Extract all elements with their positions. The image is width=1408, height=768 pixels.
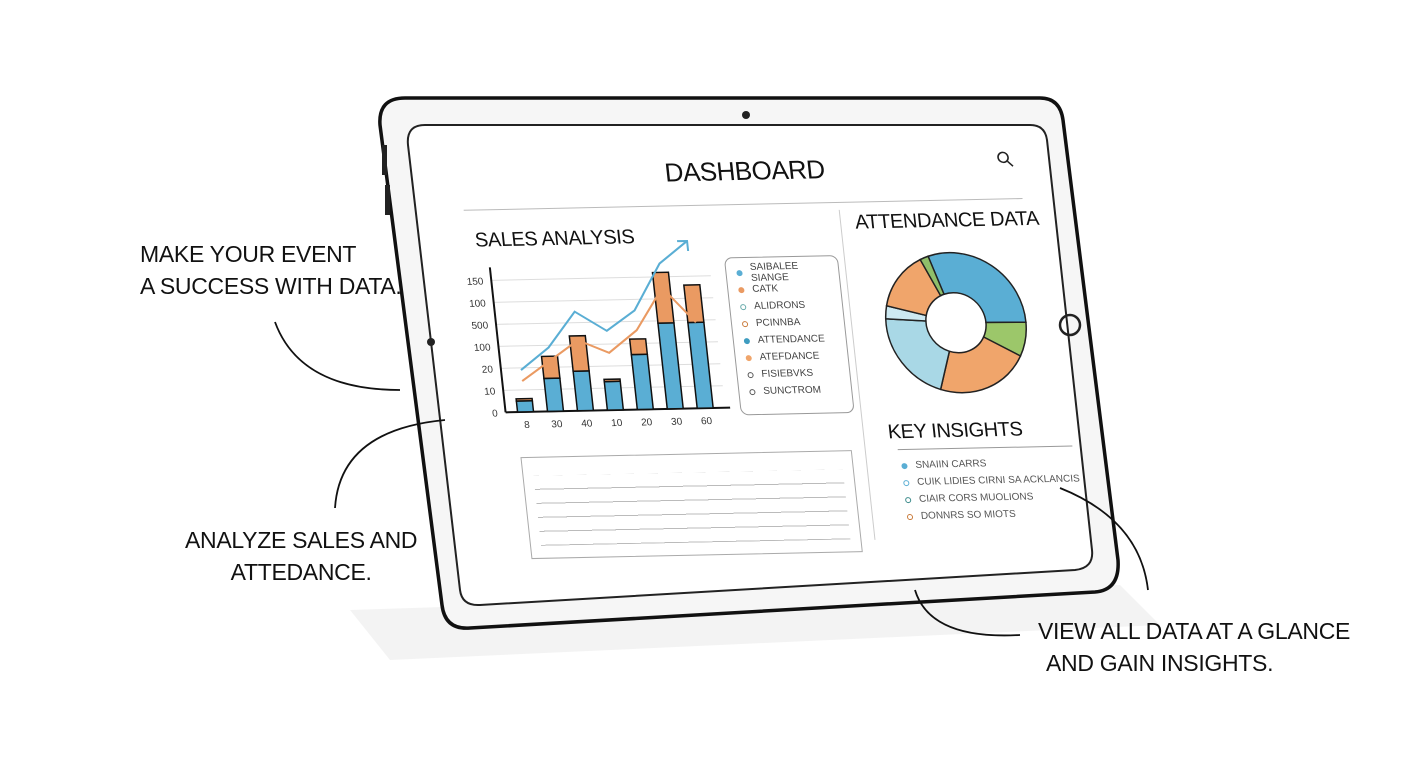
callout-line-1: MAKE YOUR EVENT [140, 241, 357, 267]
bar-segment [657, 322, 685, 410]
bar-segment [628, 338, 649, 356]
legend-label: PCINNBA [755, 316, 801, 329]
legend-label: ALIDRONS [753, 299, 806, 312]
attendance-donut-chart [884, 251, 1027, 394]
trend-line [521, 286, 697, 382]
y-axis [488, 267, 507, 413]
arrow-icon [676, 239, 690, 251]
bar-segment [603, 378, 622, 383]
callout-line-2: A SUCCESS WITH DATA. [140, 273, 402, 299]
trend-line [520, 240, 688, 371]
legend-label: SUNCTROM [762, 384, 822, 397]
y-tick-label: 100 [469, 299, 487, 310]
bar-segment [630, 353, 655, 411]
power-button[interactable] [385, 185, 390, 215]
y-tick-label: 100 [473, 343, 491, 354]
callout-bottom-left: ANALYZE SALES AND ATTEDANCE. [185, 524, 418, 588]
insight-label: CIAIR CORS MUOLIONS [918, 491, 1034, 505]
gridline [498, 341, 719, 347]
insight-label: CUIK LIDIES CIRNI SA ACKLANCIS [916, 473, 1081, 488]
callout-line-bottom [914, 589, 1021, 637]
callout-line-2: AND GAIN INSIGHTS. [1046, 650, 1274, 676]
insight-label: SNAIIN CARRS [914, 458, 987, 471]
y-tick-label: 10 [484, 386, 497, 397]
legend-label: FISIEBVKS [760, 367, 814, 380]
home-button[interactable] [1058, 313, 1082, 337]
bar-segment [543, 377, 565, 413]
bullet-icon [901, 462, 908, 469]
legend-label: ATEFDANCE [759, 350, 820, 363]
insights-divider [897, 445, 1073, 451]
bar-segment [515, 399, 535, 413]
y-tick-label: 0 [492, 408, 499, 419]
x-tick-label: 30 [551, 419, 564, 430]
donut-slice [884, 317, 951, 391]
bar-segment [687, 321, 714, 410]
y-tick-label: 20 [481, 365, 494, 376]
callout-line-2: ATTEDANCE. [230, 559, 372, 585]
insight-label: DONNRS SO MIOTS [920, 508, 1017, 522]
bar-segment [515, 397, 534, 402]
bar-segment [572, 370, 595, 412]
gridline [491, 275, 711, 281]
x-tick-label: 40 [581, 419, 594, 430]
callout-line-1: VIEW ALL DATA AT A GLANCE [1038, 618, 1351, 644]
camera-icon [742, 111, 750, 119]
insight-item: DONNRS SO MIOTS [906, 504, 1084, 525]
sales-legend: SAIBALEE SIANGE CATK ALIDRONS PCINNBA ATTEND… [723, 255, 855, 416]
callout-line-bottom-left [334, 419, 446, 509]
legend-item: SUNCTROM [738, 381, 852, 400]
notes-panel [520, 450, 863, 560]
y-tick-label: 150 [466, 277, 484, 288]
x-tick-label: 10 [611, 418, 624, 429]
bar-segment [568, 334, 590, 372]
bullet-icon [904, 496, 912, 503]
callout-top-left: MAKE YOUR EVENT A SUCCESS WITH DATA. [140, 238, 402, 302]
x-tick-label: 8 [524, 420, 531, 431]
bullet-icon [741, 320, 749, 327]
attendance-title: ATTENDANCE DATA [853, 207, 1040, 234]
bullet-icon [738, 286, 745, 293]
insights-title: KEY INSIGHTS [886, 418, 1024, 444]
search-icon[interactable] [995, 150, 1015, 168]
legend-label: CATK [751, 283, 779, 295]
bullet-icon [902, 479, 910, 486]
gridline [495, 319, 716, 325]
y-tick-label: 500 [471, 321, 489, 332]
bar-segment [603, 380, 625, 411]
bullet-icon [743, 337, 751, 344]
x-tick-label: 60 [701, 416, 714, 427]
volume-button[interactable] [382, 145, 387, 175]
gridline [493, 297, 714, 303]
gridline [500, 363, 721, 369]
bullet-icon [749, 388, 756, 395]
legend-label: SAIBALEE SIANGE [749, 260, 799, 284]
callout-bottom-right: VIEW ALL DATA AT A GLANCE AND GAIN INSIG… [1038, 615, 1350, 679]
legend-item: SAIBALEE SIANGE [726, 260, 840, 284]
donut-slice [927, 251, 1027, 324]
bullet-icon [736, 269, 743, 276]
callout-line-top-left [274, 321, 401, 391]
side-sensor [427, 338, 435, 346]
bar-segment [540, 355, 561, 380]
bullet-icon [739, 303, 747, 310]
x-tick-label: 20 [641, 417, 654, 428]
bullet-icon [906, 513, 914, 520]
callout-line-1: ANALYZE SALES AND [185, 527, 418, 553]
sales-chart: 0 10 20 100 500 100 150 8 30 40 10 20 30 60 [466, 239, 731, 431]
legend-label: ATTENDANCE [757, 333, 826, 346]
dashboard-screen: DASHBOARD SALES ANALYSIS 0 10 20 100 500 100 1… [448, 145, 1091, 562]
callout-line-right [1059, 487, 1149, 591]
bar-segment [683, 284, 705, 324]
notes-lines [533, 469, 851, 546]
bullet-icon [747, 371, 754, 378]
insights-list: SNAIIN CARRS CUIK LIDIES CIRNI SA ACKLANC… [901, 453, 1085, 525]
donut-slice [919, 255, 946, 297]
bullet-icon [745, 354, 753, 361]
x-tick-label: 30 [671, 417, 684, 428]
page-title: DASHBOARD [662, 154, 827, 188]
